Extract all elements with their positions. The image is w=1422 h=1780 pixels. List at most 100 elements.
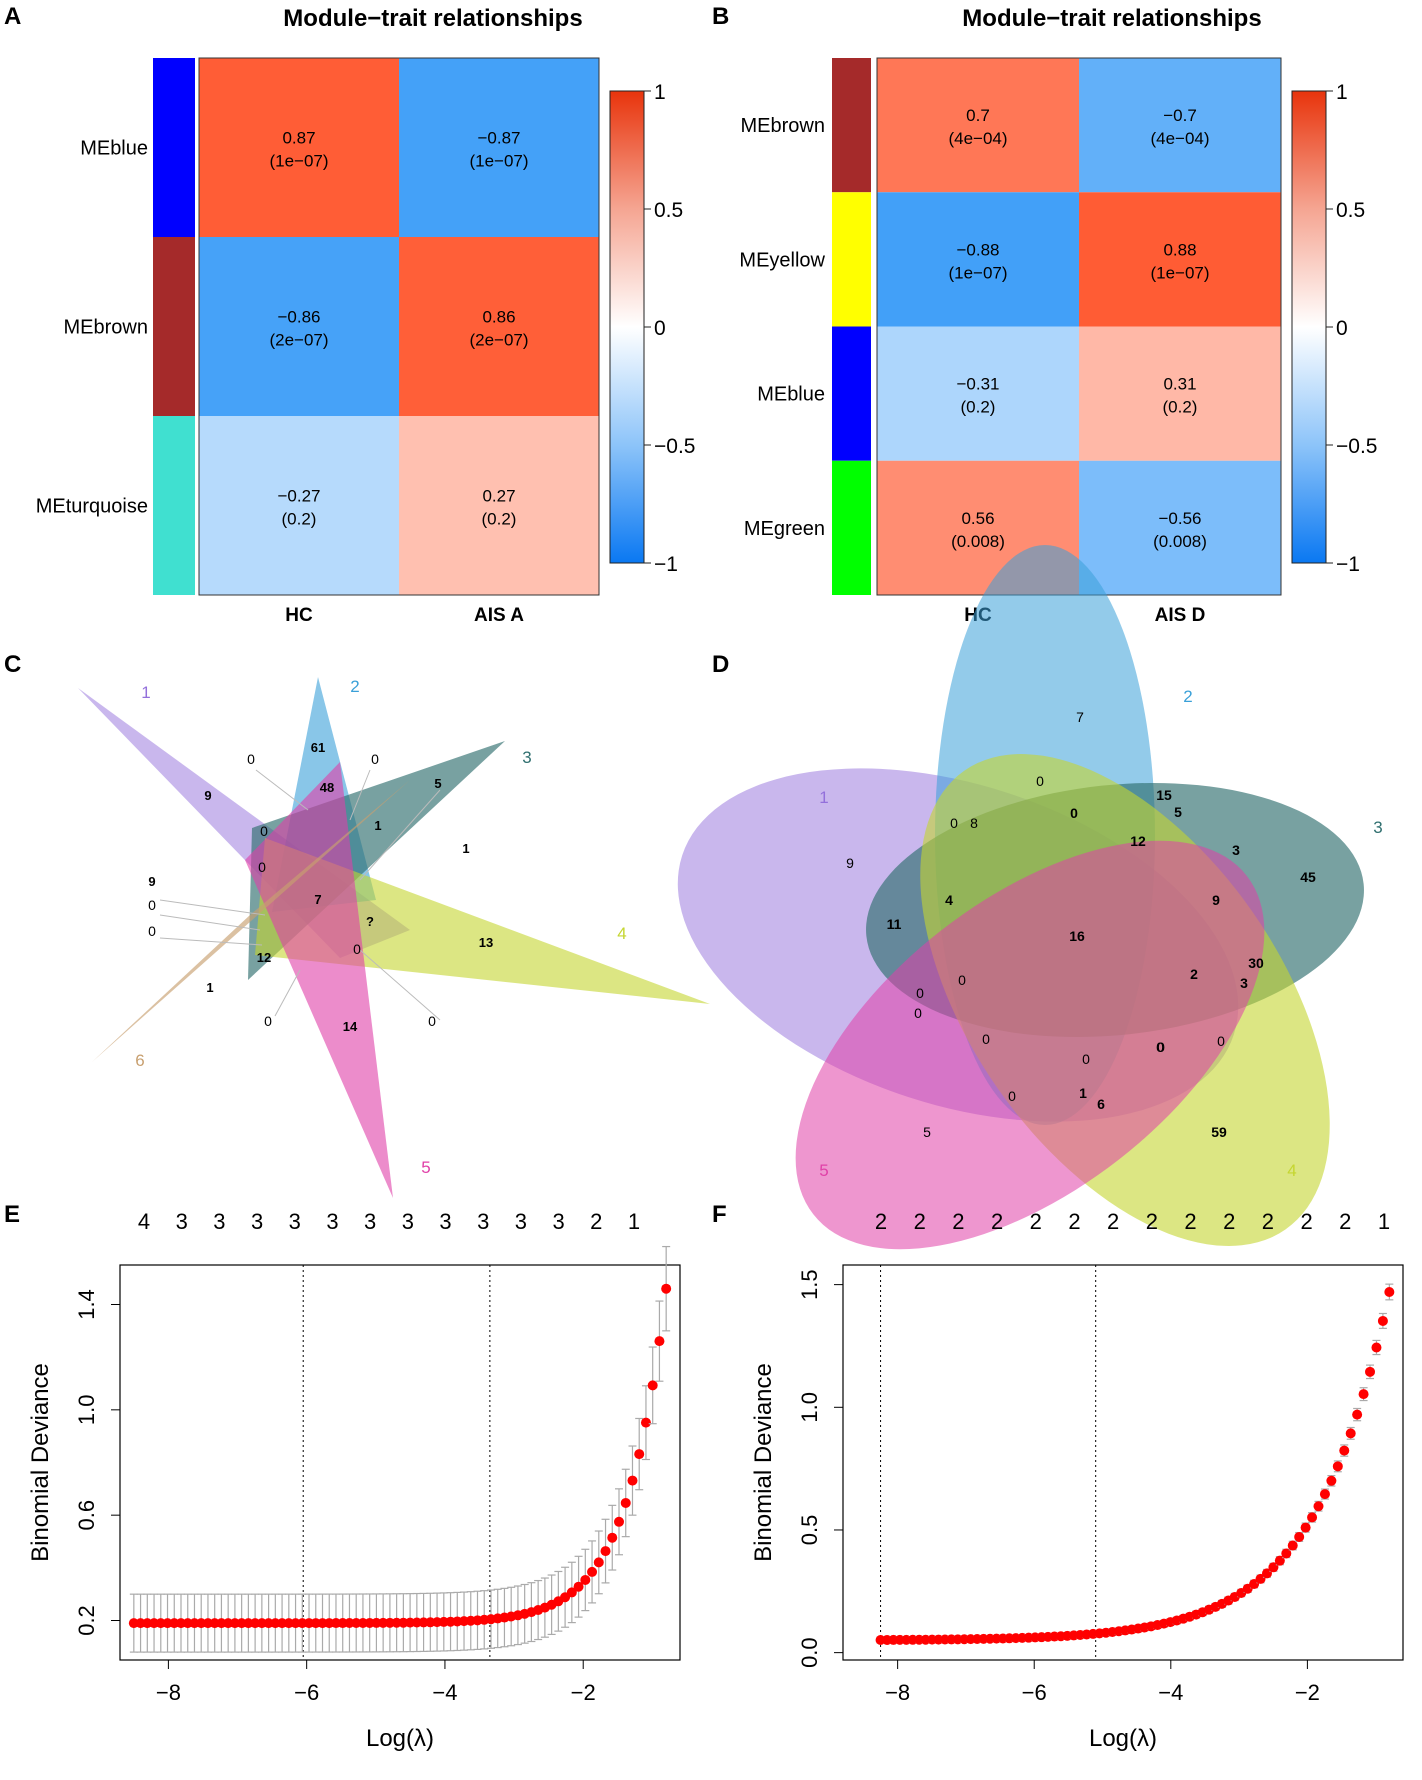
venn-c-set-6 — [92, 780, 410, 1062]
deviance-point — [600, 1546, 611, 1557]
venn-d-count: 45 — [1300, 869, 1316, 885]
venn-c-count: 1 — [374, 818, 381, 833]
x-tick-label: −6 — [294, 1680, 319, 1705]
deviance-point — [1307, 1512, 1318, 1523]
colorbar-tick-label: 0.5 — [654, 199, 683, 222]
heatmap-cell — [1079, 58, 1281, 193]
deviance-point — [593, 1557, 604, 1568]
venn-d-count: 9 — [846, 855, 854, 871]
cell-value: −0.86 — [277, 308, 320, 327]
venn-c-count: 0 — [258, 859, 266, 875]
deviance-point — [1294, 1531, 1305, 1542]
x-tick-label: −8 — [156, 1680, 181, 1705]
heatmap-border — [198, 57, 600, 596]
deviance-point — [654, 1336, 665, 1347]
cell-value: −0.87 — [477, 129, 520, 148]
venn-d-set-label: 2 — [1183, 687, 1192, 706]
deviance-point — [1287, 1540, 1298, 1551]
venn-d-count: 1 — [1079, 1085, 1087, 1101]
panel-label-b: B — [712, 3, 729, 30]
cell-value: 0.88 — [1163, 240, 1196, 259]
deviance-point — [634, 1449, 645, 1460]
panel-label-e: E — [4, 1201, 20, 1228]
cell-value: −0.27 — [277, 487, 320, 506]
heatmap-cell — [399, 58, 599, 237]
row-label: MEblue — [757, 384, 825, 406]
venn-d-count: 0 — [958, 972, 966, 988]
module-color-bar — [832, 192, 871, 327]
top-axis-label: 3 — [364, 1209, 376, 1234]
heatmap-cell — [877, 192, 1079, 327]
top-axis-label: 3 — [477, 1209, 489, 1234]
venn-d-count: 0 — [1157, 1039, 1165, 1055]
venn-d-count: 0 — [1070, 805, 1078, 821]
colorbar-tick-label: −1 — [1336, 553, 1360, 576]
top-axis-label: 3 — [289, 1209, 301, 1234]
venn-d-set-label: 5 — [819, 1161, 828, 1180]
top-axis-label: 3 — [515, 1209, 527, 1234]
x-axis-label: Log(λ) — [1089, 1725, 1157, 1752]
cell-pvalue: (0.008) — [1153, 532, 1207, 551]
venn-c-count: 0 — [428, 1013, 436, 1029]
venn-d-count: 12 — [1130, 833, 1146, 849]
venn-d-count: 59 — [1211, 1124, 1227, 1140]
venn-c-count: 14 — [343, 1019, 358, 1034]
venn-d-count: 4 — [945, 892, 953, 908]
deviance-point — [573, 1581, 584, 1592]
venn-c-leader-line — [255, 769, 309, 811]
cell-pvalue: (2e−07) — [469, 331, 528, 350]
colorbar-tick-label: 1 — [654, 81, 666, 104]
deviance-point — [1365, 1366, 1376, 1377]
venn-c-leader-line — [159, 899, 266, 916]
deviance-point — [627, 1475, 638, 1486]
top-axis-label: 2 — [1339, 1209, 1351, 1234]
top-axis-label: 1 — [1378, 1209, 1390, 1234]
venn-d-count: 11 — [887, 916, 902, 932]
venn-c-count: 1 — [462, 841, 469, 856]
venn-c-set-5 — [245, 762, 393, 1198]
cell-value: 0.86 — [482, 308, 515, 327]
y-tick-label: 1.4 — [74, 1289, 99, 1320]
x-tick-label: −2 — [1295, 1680, 1320, 1705]
heatmap-cell — [199, 58, 399, 237]
module-color-bar — [832, 460, 871, 595]
venn-c-count: 13 — [479, 935, 493, 950]
module-color-bar — [153, 237, 195, 416]
top-axis-label: 2 — [1068, 1209, 1080, 1234]
plot-f: −8 −6 −4 −2 0.0 0.5 1.0 1.5 Log(λ) Binomial Devia… — [750, 1209, 1404, 1752]
venn-d-set-label: 3 — [1373, 818, 1382, 837]
cell-pvalue: (1e−07) — [948, 263, 1007, 282]
deviance-point — [1281, 1548, 1292, 1559]
top-axis-label: 1 — [628, 1209, 640, 1234]
top-axis-label: 3 — [251, 1209, 263, 1234]
deviance-point — [1339, 1445, 1350, 1456]
venn-c-set-label: 2 — [350, 677, 359, 696]
venn-c-set-4 — [255, 838, 710, 1004]
venn-c-leader-line — [274, 969, 301, 1017]
venn-d-count: 3 — [1240, 975, 1248, 991]
venn-d-count: 3 — [1232, 842, 1240, 858]
colorbar-tick-label: 1 — [1336, 81, 1348, 104]
y-tick-label: 0.6 — [74, 1500, 99, 1531]
heatmap-cell — [1079, 192, 1281, 327]
venn-c-set-label: 4 — [617, 924, 626, 943]
row-label: MEbrown — [741, 115, 825, 137]
deviance-point — [614, 1516, 625, 1527]
cell-pvalue: (1e−07) — [269, 152, 328, 171]
top-axis-label: 3 — [439, 1209, 451, 1234]
deviance-point — [1319, 1489, 1330, 1500]
colorbar — [1291, 90, 1327, 564]
heatmap-cell — [1079, 460, 1281, 595]
row-label: MEblue — [80, 138, 148, 160]
venn-c-count: 0 — [148, 897, 156, 913]
column-label: HC — [285, 605, 313, 626]
cell-value: 0.31 — [1163, 375, 1196, 394]
row-label: MEbrown — [64, 317, 148, 339]
module-color-bar — [153, 416, 195, 595]
row-label: MEgreen — [744, 518, 825, 540]
heatmap-cell — [399, 416, 599, 595]
deviance-point — [1377, 1315, 1388, 1326]
deviance-point — [607, 1532, 618, 1543]
